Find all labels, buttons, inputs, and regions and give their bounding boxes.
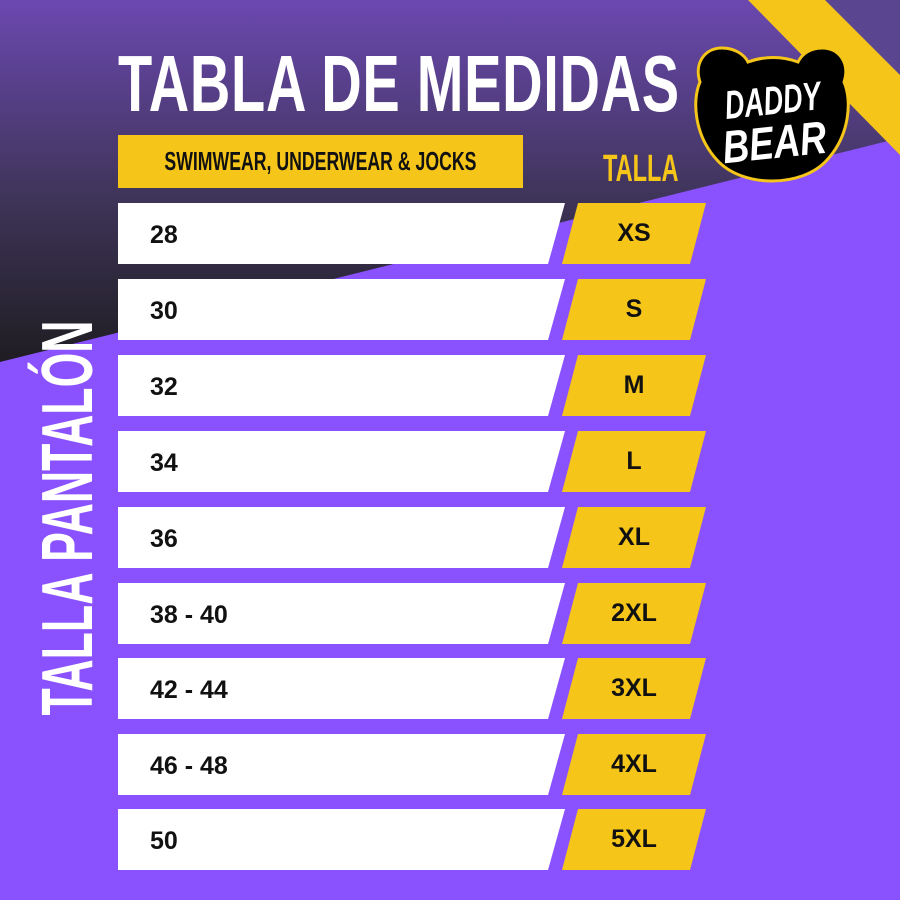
pants-size-cell: 32: [118, 355, 565, 416]
size-row: 28 XS: [118, 203, 718, 264]
pants-size-value: 50: [150, 827, 178, 855]
size-row: 46 - 48 4XL: [118, 734, 718, 795]
pants-size-value: 36: [150, 525, 178, 553]
size-cell: 5XL: [562, 809, 706, 870]
size-row: 34 L: [118, 431, 718, 492]
purple-triangle: [825, 0, 900, 75]
svg-text:DADDY: DADDY: [723, 74, 825, 128]
size-value: XL: [618, 523, 650, 551]
pants-size-cell: 36: [118, 507, 565, 568]
pants-size-cell: 28: [118, 203, 565, 264]
pants-size-value: 32: [150, 373, 178, 401]
subtitle: SWIMWEAR, UNDERWEAR & JOCKS: [164, 146, 477, 176]
size-cell: S: [562, 279, 706, 340]
yellow-triangle-small: [845, 75, 900, 130]
pants-size-value: 28: [150, 221, 178, 249]
pants-size-axis-label: TALLA PANTALÓN: [28, 320, 108, 716]
size-value: L: [626, 447, 642, 475]
size-cell: XS: [562, 203, 706, 264]
size-value: M: [623, 371, 645, 399]
pants-size-cell: 42 - 44: [118, 658, 565, 719]
page-title: TABLA DE MEDIDAS: [118, 39, 680, 128]
size-row: 42 - 44 3XL: [118, 658, 718, 719]
size-row: 32 M: [118, 355, 718, 416]
size-row: 50 5XL: [118, 809, 718, 870]
subtitle-banner: SWIMWEAR, UNDERWEAR & JOCKS: [118, 135, 523, 188]
size-cell: L: [562, 431, 706, 492]
pants-size-cell: 46 - 48: [118, 734, 565, 795]
size-cell: 3XL: [562, 658, 706, 719]
size-row: 38 - 40 2XL: [118, 583, 718, 644]
size-value: 5XL: [611, 825, 657, 853]
pants-size-value: 38 - 40: [150, 601, 228, 629]
pants-size-value: 42 - 44: [150, 676, 228, 704]
size-cell: 2XL: [562, 583, 706, 644]
size-row: 30 S: [118, 279, 718, 340]
pants-size-cell: 30: [118, 279, 565, 340]
size-cell: XL: [562, 507, 706, 568]
size-value: 2XL: [611, 599, 657, 627]
size-value: XS: [617, 219, 651, 247]
size-column-header: TALLA: [603, 148, 679, 190]
size-cell: 4XL: [562, 734, 706, 795]
daddy-bear-logo: DADDY BEAR: [694, 46, 850, 183]
pants-size-cell: 38 - 40: [118, 583, 565, 644]
pants-size-value: 46 - 48: [150, 752, 228, 780]
size-value: 4XL: [611, 750, 657, 778]
pants-size-value: 34: [150, 449, 178, 477]
size-cell: M: [562, 355, 706, 416]
pants-size-cell: 34: [118, 431, 565, 492]
size-value: 3XL: [611, 674, 657, 702]
svg-text:BEAR: BEAR: [720, 111, 829, 174]
size-value: S: [625, 295, 643, 323]
pants-size-cell: 50: [118, 809, 565, 870]
pants-size-value: 30: [150, 297, 178, 325]
size-row: 36 XL: [118, 507, 718, 568]
